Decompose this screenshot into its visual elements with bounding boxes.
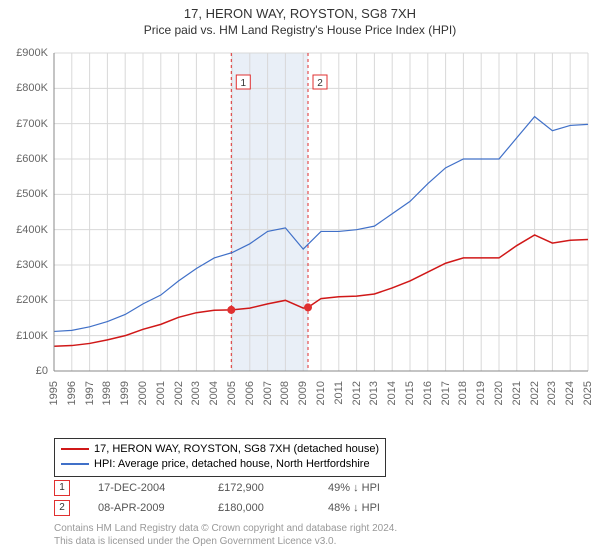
- x-axis-tick-label: 1997: [84, 381, 96, 405]
- chart-area: 12 £0£100K£200K£300K£400K£500K£600K£700K…: [0, 41, 600, 411]
- y-axis-tick-label: £500K: [0, 188, 48, 200]
- x-axis-tick-label: 2020: [493, 381, 505, 405]
- x-axis-tick-label: 2003: [190, 381, 202, 405]
- legend-swatch: [61, 463, 89, 465]
- x-axis-tick-label: 2023: [546, 381, 558, 405]
- y-axis-tick-label: £900K: [0, 47, 48, 59]
- x-axis-tick-label: 2019: [475, 381, 487, 405]
- x-axis-tick-label: 2000: [137, 381, 149, 405]
- x-axis-tick-label: 2025: [582, 381, 594, 405]
- chart-title: 17, HERON WAY, ROYSTON, SG8 7XH: [0, 0, 600, 23]
- x-axis-tick-label: 2006: [244, 381, 256, 405]
- y-axis-tick-label: £800K: [0, 82, 48, 94]
- x-axis-tick-label: 2007: [262, 381, 274, 405]
- x-axis-tick-label: 2004: [208, 381, 220, 405]
- x-axis-tick-label: 2001: [155, 381, 167, 405]
- x-axis-tick-label: 2002: [173, 381, 185, 405]
- svg-text:1: 1: [241, 78, 247, 89]
- sale-price: £172,900: [218, 482, 328, 494]
- x-axis-tick-label: 2011: [333, 381, 345, 405]
- x-axis-tick-label: 2015: [404, 381, 416, 405]
- chart-subtitle: Price paid vs. HM Land Registry's House …: [0, 23, 600, 41]
- sale-pct: 48% ↓ HPI: [328, 502, 438, 514]
- sale-date: 17-DEC-2004: [98, 482, 218, 494]
- x-axis-tick-label: 2017: [440, 381, 452, 405]
- y-axis-tick-label: £0: [0, 365, 48, 377]
- x-axis-tick-label: 2024: [564, 381, 576, 405]
- y-axis-tick-label: £700K: [0, 118, 48, 130]
- x-axis-tick-label: 2021: [511, 381, 523, 405]
- x-axis-tick-label: 2005: [226, 381, 238, 405]
- x-axis-tick-label: 2018: [457, 381, 469, 405]
- y-axis-tick-label: £200K: [0, 294, 48, 306]
- chart-svg: 12: [0, 41, 600, 411]
- sale-pct: 49% ↓ HPI: [328, 482, 438, 494]
- y-axis-tick-label: £400K: [0, 224, 48, 236]
- y-axis-tick-label: £100K: [0, 330, 48, 342]
- sales-table: 1 17-DEC-2004£172,90049% ↓ HPI 2 08-APR-200…: [54, 478, 438, 518]
- legend-label: HPI: Average price, detached house, Nort…: [94, 458, 370, 470]
- y-axis-tick-label: £600K: [0, 153, 48, 165]
- x-axis-tick-label: 2014: [386, 381, 398, 405]
- legend-swatch: [61, 448, 89, 450]
- footer-line-1: Contains HM Land Registry data © Crown c…: [54, 522, 397, 535]
- sale-row: 2 08-APR-2009£180,00048% ↓ HPI: [54, 498, 438, 518]
- legend-item: 17, HERON WAY, ROYSTON, SG8 7XH (detache…: [61, 442, 379, 457]
- sale-row: 1 17-DEC-2004£172,90049% ↓ HPI: [54, 478, 438, 498]
- x-axis-tick-label: 2008: [279, 381, 291, 405]
- legend-item: HPI: Average price, detached house, Nort…: [61, 457, 379, 472]
- legend-label: 17, HERON WAY, ROYSTON, SG8 7XH (detache…: [94, 443, 379, 455]
- svg-text:2: 2: [317, 78, 323, 89]
- x-axis-tick-label: 2016: [422, 381, 434, 405]
- x-axis-tick-label: 1998: [101, 381, 113, 405]
- x-axis-tick-label: 2022: [529, 381, 541, 405]
- y-axis-tick-label: £300K: [0, 259, 48, 271]
- footer-attribution: Contains HM Land Registry data © Crown c…: [54, 522, 397, 548]
- sale-marker: 2: [54, 500, 70, 516]
- footer-line-2: This data is licensed under the Open Gov…: [54, 535, 397, 548]
- x-axis-tick-label: 2012: [351, 381, 363, 405]
- sale-date: 08-APR-2009: [98, 502, 218, 514]
- x-axis-tick-label: 1995: [48, 381, 60, 405]
- x-axis-tick-label: 2013: [368, 381, 380, 405]
- legend: 17, HERON WAY, ROYSTON, SG8 7XH (detache…: [54, 438, 386, 477]
- sale-price: £180,000: [218, 502, 328, 514]
- x-axis-tick-label: 1999: [119, 381, 131, 405]
- sale-marker: 1: [54, 480, 70, 496]
- x-axis-tick-label: 2009: [297, 381, 309, 405]
- x-axis-tick-label: 2010: [315, 381, 327, 405]
- x-axis-tick-label: 1996: [66, 381, 78, 405]
